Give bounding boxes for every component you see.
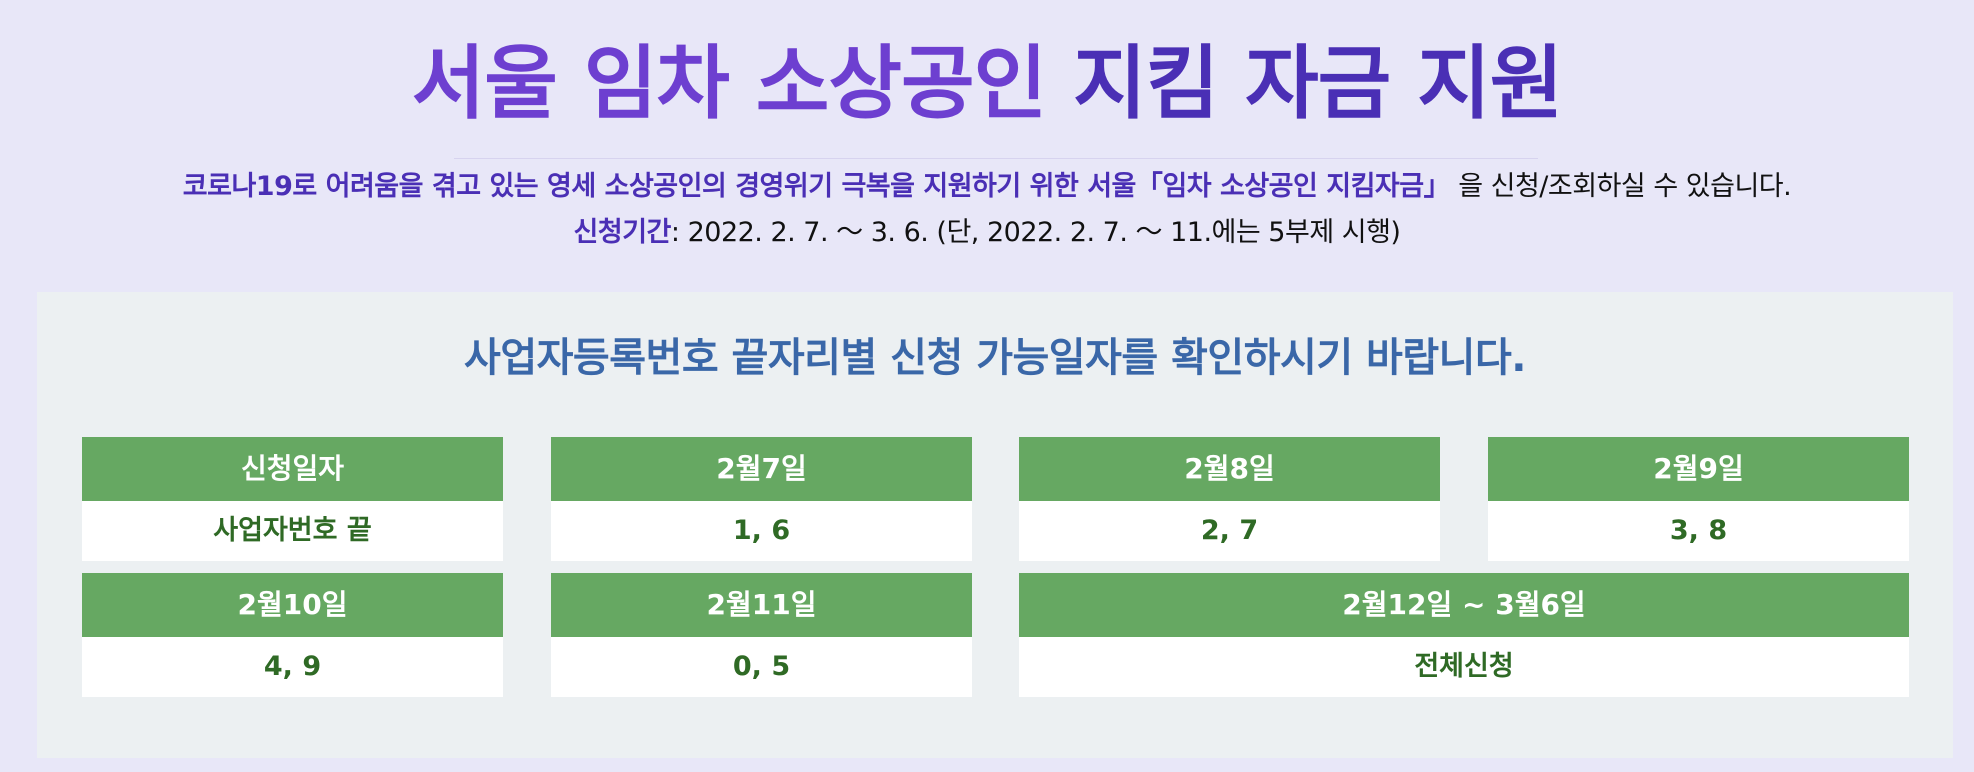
schedule-cell-head: 2월9일: [1488, 437, 1909, 501]
intro-rest: 을 신청/조회하실 수 있습니다.: [1458, 171, 1792, 202]
page-title-part-1: 서울 임차 소상공인: [411, 37, 1048, 130]
schedule-cell-value: 3, 8: [1488, 501, 1909, 561]
schedule-cell-value: 0, 5: [551, 637, 972, 697]
schedule-cell-head: 2월11일: [551, 573, 972, 637]
intro-highlight: 코로나19로 어려움을 겪고 있는 영세 소상공인의 경영위기 극복을 지원하기…: [182, 171, 1451, 202]
schedule-heading: 사업자등록번호 끝자리별 신청 가능일자를 확인하시기 바랍니다.: [464, 335, 1526, 381]
schedule-cell-head: 2월7일: [551, 437, 972, 501]
schedule-cell-feb8: 2월8일 2, 7: [1019, 437, 1440, 561]
schedule-cell-head: 2월12일 ~ 3월6일: [1019, 573, 1909, 637]
title-divider: [454, 158, 1538, 159]
schedule-cell-head: 2월8일: [1019, 437, 1440, 501]
schedule-cell-value: 1, 6: [551, 501, 972, 561]
schedule-cell-label: 신청일자 사업자번호 끝: [82, 437, 503, 561]
application-period: 신청기간: 2022. 2. 7. ～ 3. 6. (단, 2022. 2. 7…: [0, 212, 1974, 254]
schedule-cell-value: 4, 9: [82, 637, 503, 697]
schedule-cell-feb9: 2월9일 3, 8: [1488, 437, 1909, 561]
period-label: 신청기간: [573, 217, 672, 248]
schedule-cell-feb7: 2월7일 1, 6: [551, 437, 972, 561]
schedule-cell-all: 2월12일 ~ 3월6일 전체신청: [1019, 573, 1909, 697]
schedule-panel: 사업자등록번호 끝자리별 신청 가능일자를 확인하시기 바랍니다. 신청일자 사…: [37, 292, 1953, 758]
schedule-cell-feb10: 2월10일 4, 9: [82, 573, 503, 697]
page-title-part-2: 지킴 자금 지원: [1073, 37, 1563, 130]
schedule-cell-head: 2월10일: [82, 573, 503, 637]
schedule-cell-value: 사업자번호 끝: [82, 501, 503, 561]
intro-text: 코로나19로 어려움을 겪고 있는 영세 소상공인의 경영위기 극복을 지원하기…: [0, 166, 1974, 208]
schedule-cell-value: 전체신청: [1019, 637, 1909, 697]
schedule-cell-head: 신청일자: [82, 437, 503, 501]
period-value: : 2022. 2. 7. ～ 3. 6. (단, 2022. 2. 7. ～ …: [670, 217, 1401, 248]
page-title: 서울 임차 소상공인 지킴 자금 지원: [0, 36, 1974, 132]
schedule-cell-feb11: 2월11일 0, 5: [551, 573, 972, 697]
schedule-cell-value: 2, 7: [1019, 501, 1440, 561]
